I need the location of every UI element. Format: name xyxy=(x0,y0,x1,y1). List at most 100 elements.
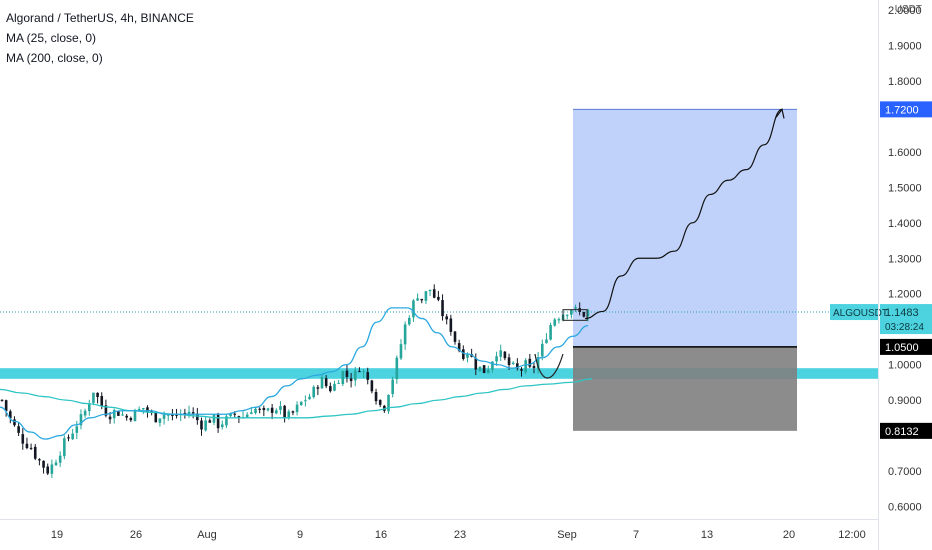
candle-body xyxy=(312,386,316,398)
candle-body xyxy=(13,419,16,426)
chart-legend: Algorand / TetherUS, 4h, BINANCE MA (25,… xyxy=(6,8,194,68)
candle-body xyxy=(345,370,349,377)
candle-body xyxy=(17,426,20,433)
last-price-label-countdown: 03:28:24 xyxy=(885,322,924,333)
candle-body xyxy=(262,408,266,411)
candle-body xyxy=(4,400,8,412)
y-tick-label: 1.8000 xyxy=(888,76,922,88)
candle-body xyxy=(183,412,187,414)
y-tick-label: 2.0000 xyxy=(888,5,922,17)
candle-body xyxy=(212,414,216,423)
candle-body xyxy=(441,300,444,317)
cup-curve xyxy=(534,353,564,379)
y-tick-label: 0.9000 xyxy=(888,395,922,407)
candle-body xyxy=(445,316,448,320)
candle-body xyxy=(528,358,532,367)
stop-price-label-bg[interactable] xyxy=(880,422,932,439)
y-tick-label: 1.6000 xyxy=(888,147,922,159)
stop-zone[interactable] xyxy=(573,346,797,431)
candle-body xyxy=(96,392,99,398)
price-axis-divider xyxy=(878,0,879,550)
candle-body xyxy=(142,407,145,410)
candle-body xyxy=(121,414,124,416)
candle-body xyxy=(320,377,324,389)
candle-body xyxy=(108,416,112,420)
target-zone[interactable] xyxy=(573,109,797,347)
projection-path xyxy=(584,108,783,320)
ma200-legend[interactable]: MA (200, close, 0) xyxy=(6,51,103,65)
candle-body xyxy=(166,414,170,416)
candle-body xyxy=(42,460,45,468)
support-zone xyxy=(0,368,878,379)
x-tick-label: 13 xyxy=(701,529,713,541)
target-price-label-bg[interactable] xyxy=(880,101,932,118)
candle-body xyxy=(50,464,54,474)
candle-body xyxy=(175,414,178,416)
candle-body xyxy=(25,443,29,449)
x-tick-label: Sep xyxy=(557,529,577,541)
candle-body xyxy=(503,351,507,359)
candle-body xyxy=(0,399,4,401)
candle-body xyxy=(474,358,478,370)
last-price-label-bg[interactable] xyxy=(880,304,932,335)
x-tick-label: 19 xyxy=(51,529,63,541)
candle-body xyxy=(333,383,336,391)
candle-body xyxy=(225,416,228,426)
symbol-legend[interactable]: Algorand / TetherUS, 4h, BINANCE xyxy=(6,11,194,25)
candle-body xyxy=(540,343,544,357)
candle-body xyxy=(158,418,162,423)
candle-body xyxy=(399,344,403,359)
x-tick-label: Aug xyxy=(197,529,217,541)
candle-body xyxy=(63,438,66,457)
candle-body xyxy=(462,349,465,359)
candle-body xyxy=(304,400,307,402)
candle-body xyxy=(245,414,249,418)
candle-body xyxy=(33,446,37,459)
candle-body xyxy=(299,401,303,405)
candle-body xyxy=(67,437,70,439)
entry-price-label-bg[interactable] xyxy=(880,338,932,355)
candle-body xyxy=(482,365,486,373)
symbol-tag: ALGOUSDT xyxy=(833,308,888,319)
candle-body xyxy=(428,289,432,292)
candle-body xyxy=(582,312,586,317)
stop-price-label: 0.8132 xyxy=(885,426,919,438)
candle-body xyxy=(191,412,195,414)
candle-body xyxy=(516,363,519,369)
projection-arrowhead xyxy=(775,107,785,119)
candle-body xyxy=(83,410,87,416)
candle-body xyxy=(204,420,207,431)
candle-body xyxy=(154,411,158,423)
time-axis-divider xyxy=(0,519,878,520)
candle-body xyxy=(58,455,62,463)
candle-body xyxy=(9,411,12,419)
candle-body xyxy=(117,411,120,416)
candle-body xyxy=(21,434,25,444)
candle-body xyxy=(308,396,311,400)
consolidation-box xyxy=(562,309,588,321)
candle-body xyxy=(146,407,149,412)
candle-body xyxy=(79,414,83,426)
candle-body xyxy=(87,404,91,412)
candle-body xyxy=(187,411,191,415)
candle-body xyxy=(353,370,357,381)
symbol-tag-bg[interactable] xyxy=(830,304,878,321)
x-tick-label: 23 xyxy=(454,529,466,541)
candle-body xyxy=(75,426,79,433)
candle-body xyxy=(250,412,253,414)
candle-body xyxy=(432,289,436,298)
candle-body xyxy=(499,350,503,357)
candle-body xyxy=(112,410,116,419)
candle-body xyxy=(358,371,361,373)
x-tick-label: 20 xyxy=(783,529,795,541)
candle-body xyxy=(453,331,457,342)
ma25-legend[interactable]: MA (25, close, 0) xyxy=(6,31,97,45)
candle-body xyxy=(162,414,166,419)
candle-body xyxy=(38,459,41,461)
x-tick-label: 7 xyxy=(633,529,639,541)
candle-body xyxy=(229,412,232,417)
candle-body xyxy=(491,361,494,370)
candle-body xyxy=(524,360,527,373)
candle-body xyxy=(416,298,419,301)
